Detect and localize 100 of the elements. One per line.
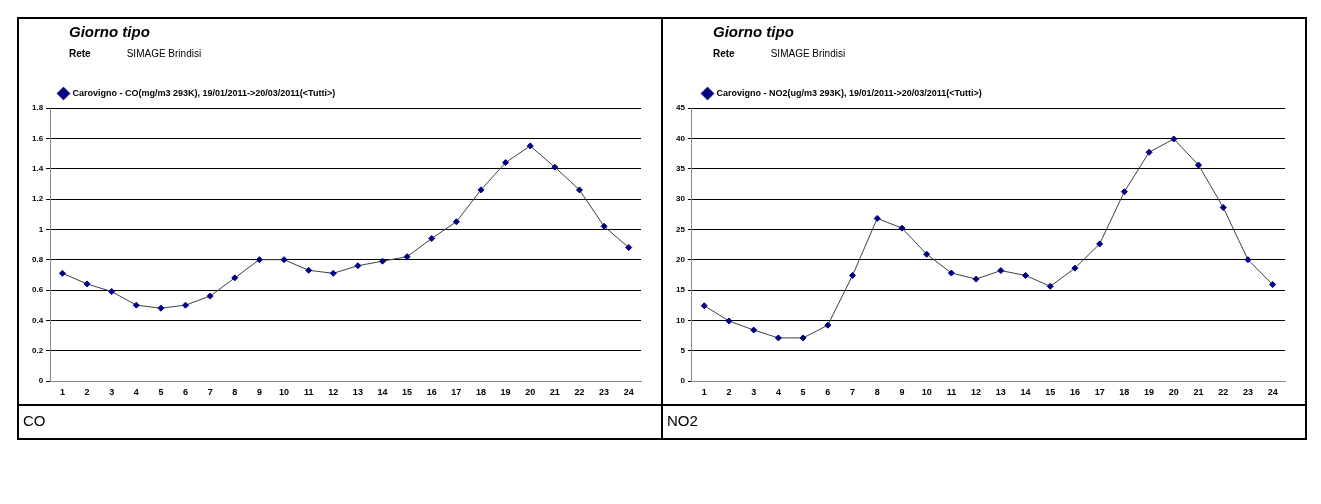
x-tick-label: 2 [84, 386, 90, 397]
point [428, 234, 436, 242]
y-tick-label: 0.4 [32, 315, 44, 325]
point [725, 317, 733, 325]
x-tick-label: 4 [775, 386, 781, 397]
x-tick-label: 2 [726, 386, 732, 397]
x-tick-label: 5 [800, 386, 806, 397]
x-tick-label: 13 [352, 386, 363, 397]
point [1219, 203, 1227, 211]
point [132, 301, 140, 309]
y-tick-label: 1.8 [32, 103, 44, 113]
y-tick-label: 5 [680, 345, 686, 355]
x-tick-label: 8 [874, 386, 880, 397]
point [873, 214, 881, 222]
x-tick-label: 7 [850, 386, 856, 397]
x-tick-label: 22 [1218, 386, 1229, 397]
point [255, 256, 263, 264]
point [502, 159, 510, 167]
point [600, 222, 608, 230]
point [750, 326, 758, 334]
x-tick-label: 21 [549, 386, 560, 397]
y-tick-label: 0 [38, 376, 44, 386]
point [354, 262, 362, 270]
chart-title: Giorno tipo [69, 23, 151, 40]
x-tick-label: 16 [1069, 386, 1080, 397]
point [182, 301, 190, 309]
point [1244, 256, 1252, 264]
point [477, 186, 485, 194]
y-tick-label: 0.2 [32, 345, 44, 355]
x-tick-label: 11 [946, 386, 957, 397]
y-tick-label: 35 [675, 163, 686, 173]
point [526, 142, 534, 150]
x-tick-label: 13 [995, 386, 1006, 397]
x-tick-label: 18 [475, 386, 486, 397]
point [575, 186, 583, 194]
text: NO2 [667, 412, 699, 429]
y-tick-label: 15 [675, 285, 686, 295]
x-tick-label: 12 [971, 386, 982, 397]
point [206, 292, 214, 300]
y-tick-label: 1.2 [32, 194, 44, 204]
text: Rete SIMAGE Brindisi [69, 48, 202, 59]
text: Rete SIMAGE Brindisi [713, 48, 846, 59]
x-tick-label: 14 [1020, 386, 1031, 397]
x-tick-label: 9 [899, 386, 905, 397]
point [1071, 264, 1079, 272]
point [898, 224, 906, 232]
point [1195, 161, 1203, 169]
point [1269, 281, 1277, 289]
x-tick-label: 17 [1094, 386, 1105, 397]
point [824, 321, 832, 329]
text: CO [23, 412, 47, 429]
chart-title: Giorno tipo [713, 23, 795, 40]
point [403, 253, 411, 261]
x-tick-label: 7 [207, 386, 213, 397]
x-tick-label: 11 [303, 386, 314, 397]
legend-label: Carovigno - NO2(ug/m3 293K), 19/01/2011->20/03/2011(<Tutti>) [716, 87, 982, 98]
x-tick-label: 24 [623, 386, 634, 397]
point [625, 244, 633, 252]
point [849, 271, 857, 279]
y-tick-label: 10 [675, 315, 686, 325]
point [1096, 240, 1104, 248]
x-tick-label: 20 [525, 386, 536, 397]
x-tick-label: 10 [279, 386, 290, 397]
x-tick-label: 8 [232, 386, 238, 397]
x-tick-label: 5 [158, 386, 164, 397]
y-tick-label: 1 [38, 224, 44, 234]
y-tick-label: 0 [680, 376, 686, 386]
x-tick-label: 16 [426, 386, 437, 397]
point [774, 334, 782, 342]
point [1145, 148, 1153, 156]
x-tick-label: 3 [109, 386, 115, 397]
point [157, 304, 165, 312]
point [923, 250, 931, 258]
x-tick-label: 23 [1242, 386, 1253, 397]
point [700, 302, 708, 310]
x-tick-label: 6 [825, 386, 831, 397]
x-tick-label: 19 [500, 386, 511, 397]
x-tick-label: 1 [701, 386, 707, 397]
point [551, 163, 559, 171]
x-tick-label: 18 [1119, 386, 1130, 397]
point [799, 334, 807, 342]
point [378, 257, 386, 265]
x-tick-label: 1 [59, 386, 65, 397]
point [1022, 271, 1030, 279]
point [231, 274, 239, 282]
y-tick-label: 25 [675, 224, 686, 234]
x-tick-label: 22 [574, 386, 585, 397]
point [947, 269, 955, 277]
point [997, 267, 1005, 275]
x-tick-label: 21 [1193, 386, 1204, 397]
point [1046, 282, 1054, 290]
x-tick-label: 23 [599, 386, 610, 397]
point [108, 288, 116, 296]
y-tick-label: 30 [675, 194, 686, 204]
x-tick-label: 19 [1144, 386, 1155, 397]
x-tick-label: 10 [921, 386, 932, 397]
y-tick-label: 1.4 [32, 163, 44, 173]
point [1170, 135, 1178, 143]
x-tick-label: 15 [402, 386, 413, 397]
y-tick-label: 1.6 [32, 133, 44, 143]
